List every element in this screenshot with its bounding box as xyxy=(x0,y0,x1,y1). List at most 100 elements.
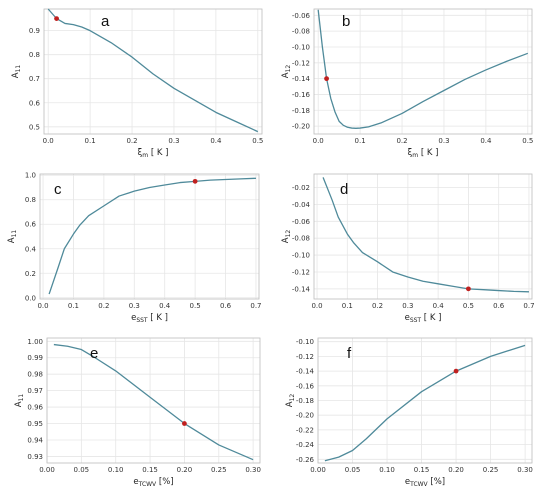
data-point xyxy=(240,178,241,179)
data-point xyxy=(443,90,444,91)
y-tick-label: 0.4 xyxy=(25,245,37,253)
x-tick-label: 0.25 xyxy=(211,466,227,474)
y-tick-label: -0.10 xyxy=(292,43,310,51)
x-axis-title: eTCWV [%] xyxy=(133,477,173,488)
data-point xyxy=(360,127,361,128)
y-tick-label: 0.94 xyxy=(27,436,43,444)
x-tick-label: 0.3 xyxy=(438,137,449,145)
data-point xyxy=(236,121,237,122)
panel-letter: d xyxy=(340,181,348,198)
y-tick-label: 0.99 xyxy=(27,354,43,362)
x-axis-title: eSST [ K ] xyxy=(131,313,168,324)
y-axis-title: A11 xyxy=(11,65,22,79)
x-tick-label: 0.6 xyxy=(220,302,232,310)
data-point xyxy=(352,450,353,451)
x-tick-label: 0.6 xyxy=(493,302,505,310)
x-tick-label: 0.1 xyxy=(355,137,366,145)
data-point xyxy=(401,113,402,114)
x-axis-title: eSST [ K ] xyxy=(405,313,442,324)
data-point xyxy=(173,88,174,89)
y-tick-label: -0.18 xyxy=(296,397,314,405)
data-point xyxy=(110,42,111,43)
y-tick-label: 0.0 xyxy=(25,294,36,302)
x-tick-label: 0.30 xyxy=(245,466,261,474)
y-tick-label: -0.04 xyxy=(292,201,311,209)
x-tick-label: 0.4 xyxy=(433,302,445,310)
data-point xyxy=(490,356,491,357)
x-tick-label: 0.4 xyxy=(210,137,222,145)
data-point xyxy=(362,252,363,253)
data-point xyxy=(464,79,465,80)
plot-frame xyxy=(313,173,533,300)
y-tick-label: -0.12 xyxy=(296,353,314,361)
y-tick-label: -0.20 xyxy=(296,412,314,420)
data-point xyxy=(347,233,348,234)
highlight-marker xyxy=(453,368,459,374)
series-line xyxy=(47,8,259,133)
data-point xyxy=(210,180,211,181)
data-point xyxy=(330,98,331,99)
data-point xyxy=(215,112,216,113)
data-point xyxy=(253,459,254,460)
x-tick-label: 0.4 xyxy=(480,137,492,145)
y-tick-label: -0.14 xyxy=(296,368,315,376)
x-tick-label: 0.10 xyxy=(108,466,124,474)
x-tick-label: 0.20 xyxy=(177,466,193,474)
data-point xyxy=(324,460,325,461)
x-tick-label: 0.0 xyxy=(37,302,48,310)
y-axis-title: A12 xyxy=(281,65,292,79)
data-point xyxy=(438,283,439,284)
plot-frame xyxy=(39,173,260,300)
data-point xyxy=(179,182,180,183)
y-tick-label: 0.5 xyxy=(29,123,40,131)
data-point xyxy=(377,261,378,262)
data-point xyxy=(332,200,333,201)
y-tick-label: 0.98 xyxy=(27,371,43,379)
y-axis-title: A11 xyxy=(7,230,18,244)
data-point xyxy=(322,46,323,47)
y-tick-label: 0.6 xyxy=(25,221,37,229)
y-tick-label: 1.0 xyxy=(25,172,36,180)
x-tick-label: 0.00 xyxy=(39,466,55,474)
x-tick-label: 0.5 xyxy=(522,137,533,145)
data-point xyxy=(353,242,354,243)
data-point xyxy=(392,271,393,272)
data-point xyxy=(73,24,74,25)
data-point xyxy=(368,126,369,127)
x-axis-title: eTCWV [%] xyxy=(405,477,445,488)
panel-letter: f xyxy=(347,345,352,362)
data-point xyxy=(347,127,348,128)
y-tick-label: -0.16 xyxy=(292,91,311,99)
panel-b: -0.06 -0.08 -0.10 -0.12 -0.14 -0.16 -0.18 -0.20… xyxy=(281,8,533,159)
data-point xyxy=(90,30,91,31)
series-line xyxy=(317,9,529,129)
data-point xyxy=(355,128,356,129)
data-point xyxy=(49,293,50,294)
panel-letter: a xyxy=(101,13,110,30)
series-line xyxy=(322,177,529,293)
data-point xyxy=(67,346,68,347)
data-point xyxy=(103,205,104,206)
panel-c: 0.0 0.2 0.4 0.6 0.8 1.0 0.0 0.1 0.2 0.3 0.4 0.5 0.6 0… xyxy=(7,172,262,324)
x-tick-label: 0.05 xyxy=(74,466,90,474)
panel-letter: b xyxy=(342,13,350,30)
data-point xyxy=(131,56,132,57)
y-tick-label: 0.8 xyxy=(25,196,36,204)
x-tick-label: 0.15 xyxy=(142,466,158,474)
highlight-marker xyxy=(466,286,471,292)
x-tick-label: 0.5 xyxy=(252,137,263,145)
data-point xyxy=(527,53,528,54)
panel-letter: c xyxy=(54,181,62,198)
data-point xyxy=(88,215,89,216)
x-tick-label: 0.1 xyxy=(342,302,353,310)
plot-frame xyxy=(46,337,261,464)
data-point xyxy=(453,286,454,287)
x-tick-label: 0.30 xyxy=(517,466,533,474)
highlight-marker xyxy=(54,16,59,22)
y-tick-label: -0.08 xyxy=(292,235,310,243)
data-point xyxy=(498,290,499,291)
x-tick-label: 0.7 xyxy=(250,302,261,310)
y-tick-label: -0.02 xyxy=(292,184,310,192)
y-tick-label: -0.18 xyxy=(292,107,310,115)
